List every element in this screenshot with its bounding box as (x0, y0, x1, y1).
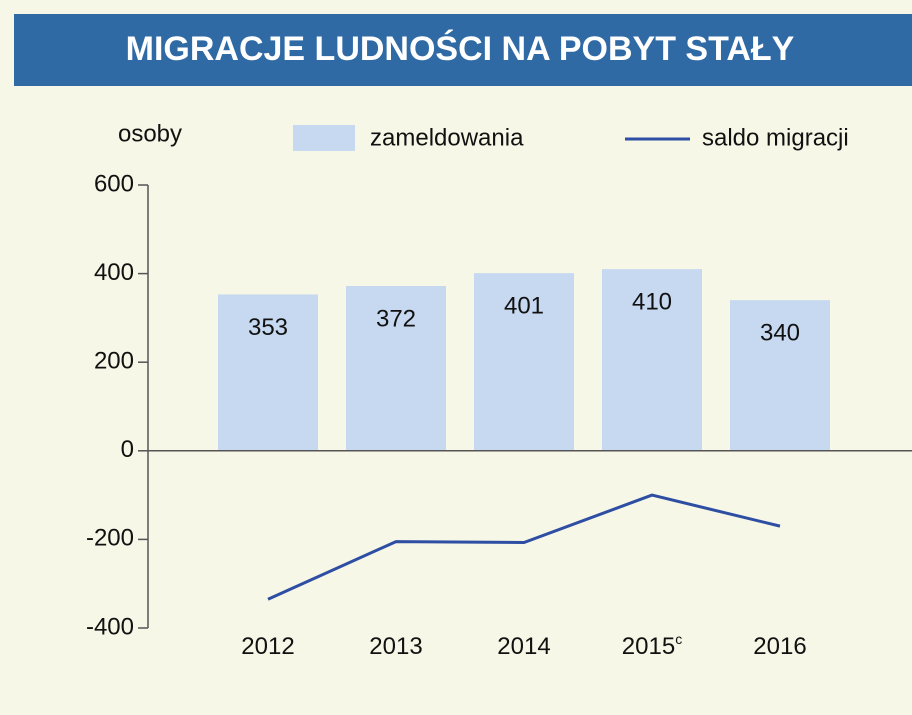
x-tick-label: 2016 (753, 633, 806, 660)
bar (602, 269, 702, 451)
chart-title: MIGRACJE LUDNOŚCI NA POBYT STAŁY (126, 30, 795, 68)
bar (218, 294, 318, 451)
bar (730, 300, 830, 451)
x-tick-text: 2016 (753, 633, 806, 660)
legend-label: zameldowania (370, 124, 524, 151)
bar (346, 286, 446, 451)
y-tick-label: -400 (86, 613, 134, 640)
y-tick-label: 200 (94, 348, 134, 375)
legend-label: saldo migracji (702, 124, 849, 151)
x-tick-label: 2012 (241, 633, 294, 660)
y-tick-label: 400 (94, 259, 134, 286)
x-tick-text: 2013 (369, 633, 422, 660)
bar-value-label: 401 (504, 293, 544, 320)
y-axis-label: osoby (118, 120, 182, 147)
bar-value-label: 410 (632, 289, 672, 316)
x-tick-text: 2015 (622, 633, 675, 660)
bar-value-label: 372 (376, 305, 416, 332)
legend-swatch (293, 125, 355, 151)
x-tick-label: 2014 (497, 633, 550, 660)
bar-value-label: 353 (248, 314, 288, 341)
x-tick-footnote: c (675, 631, 682, 647)
x-tick-label: 2013 (369, 633, 422, 660)
y-tick-label: 600 (94, 170, 134, 197)
y-tick-label: 0 (121, 436, 134, 463)
y-tick-label: -200 (86, 525, 134, 552)
line-series (267, 493, 781, 601)
bar (474, 273, 574, 451)
x-tick-text: 2012 (241, 633, 294, 660)
x-tick-label: 2015c (622, 631, 682, 661)
title-banner (14, 14, 912, 86)
x-tick-text: 2014 (497, 633, 550, 660)
bar-value-label: 340 (760, 320, 800, 347)
